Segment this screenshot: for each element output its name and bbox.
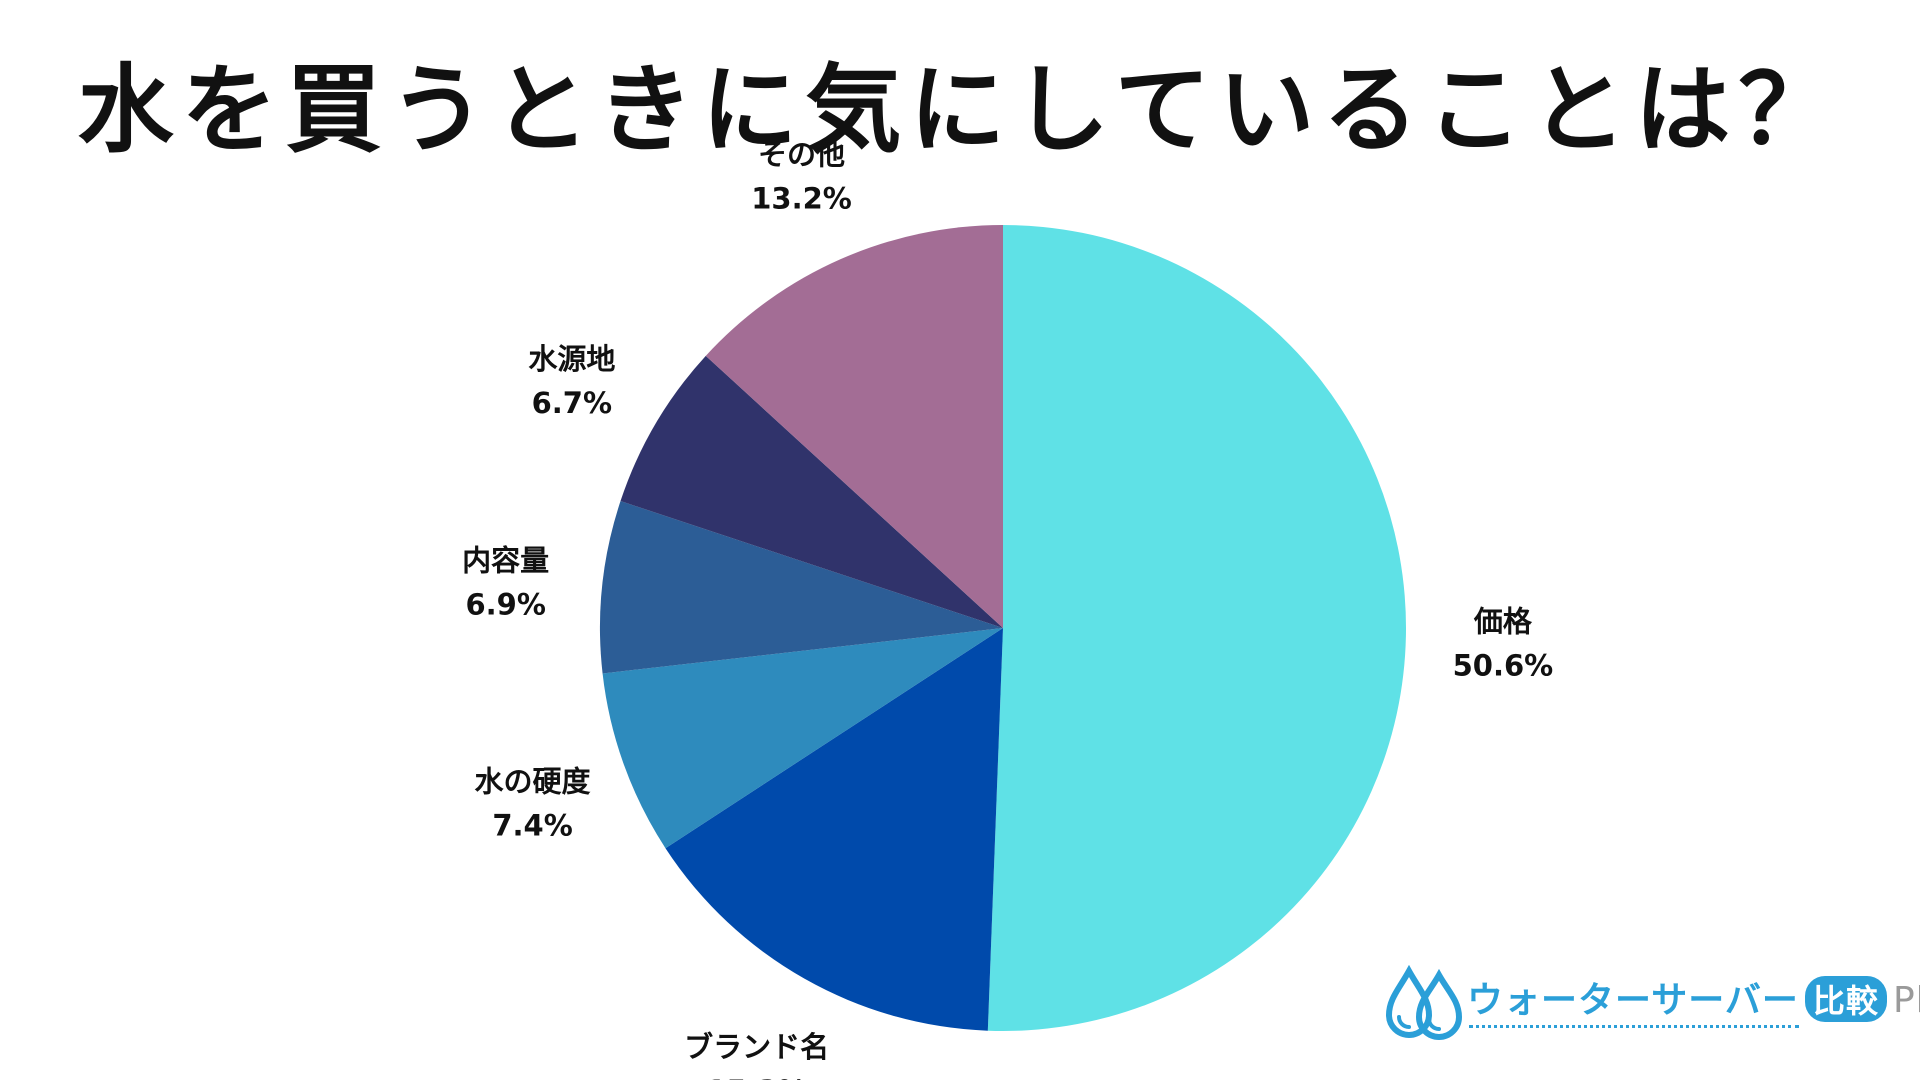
pie-slice: [705, 225, 1003, 628]
slice-label: 水の硬度: [475, 764, 591, 798]
water-drop-icon: [1385, 964, 1463, 1040]
pie-slice: [600, 501, 1003, 674]
slice-value-label: 15.2%: [706, 1074, 807, 1080]
pie-slice: [987, 225, 1407, 1031]
slice-labels: 価格 50.6% ブランド名 15.2% 水の硬度 7.4% 内容量 6.9% 水源地 6.7% そ…: [462, 137, 1553, 1080]
pie-slices: [600, 225, 1407, 1031]
pie-slice: [620, 355, 1003, 628]
slice-value-label: 50.6%: [1453, 648, 1554, 682]
logo-dotted-underline: [1469, 1025, 1799, 1028]
slice-value-label: 6.7%: [532, 386, 612, 420]
slice-value-label: 13.2%: [751, 181, 852, 215]
slice-label: 水源地: [528, 342, 615, 376]
slice-label: ブランド名: [684, 1030, 829, 1064]
logo-badge: 比較: [1804, 976, 1887, 1022]
logo-plus-text: Plus: [1892, 980, 1920, 1021]
logo-main-text: ウォーターサーバー: [1467, 980, 1799, 1021]
chart-title: 水を買うときに気にしていることは？: [77, 54, 1843, 166]
slice-value-label: 6.9%: [465, 587, 545, 621]
pie-slice: [665, 628, 1003, 1031]
slice-label: その他: [758, 137, 845, 171]
site-logo: ウォーターサーバー比較Plus: [1385, 964, 1920, 1057]
slice-label: 内容量: [462, 543, 549, 577]
slice-value-label: 7.4%: [492, 808, 572, 842]
slice-label: 価格: [1473, 604, 1533, 638]
logo-text: ウォーターサーバー比較Plus: [1467, 971, 1920, 1023]
pie-slice: [602, 628, 1003, 849]
